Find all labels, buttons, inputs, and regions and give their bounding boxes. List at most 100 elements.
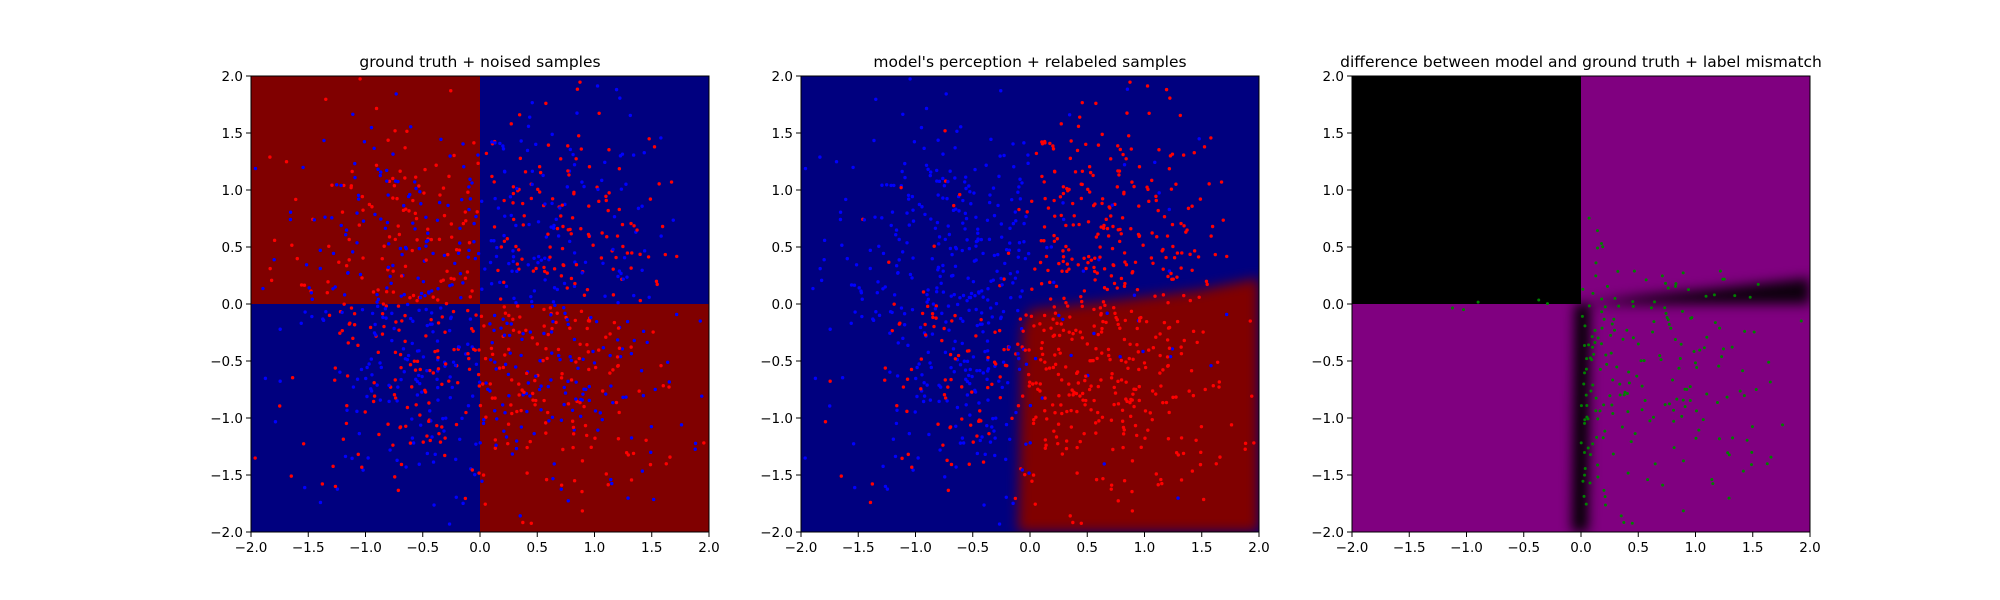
mismatch-point [1681,271,1685,275]
sample-point [1192,249,1197,253]
sample-point [1010,197,1014,202]
sample-point [637,389,641,393]
sample-point [441,278,445,282]
sample-point [1171,277,1175,281]
sample-point [331,464,335,469]
sample-point [844,197,848,202]
sample-point [474,214,478,219]
sample-point [454,495,458,500]
sample-point [941,263,945,268]
mismatch-point [1594,261,1598,265]
mismatch-point [1629,440,1633,444]
sample-point [978,322,983,326]
sample-point [617,207,621,212]
sample-point [924,163,929,167]
y-tick-label: 2.0 [222,69,243,85]
sample-point [611,400,615,405]
sample-point [449,222,454,226]
sample-point [497,366,502,370]
sample-point [489,238,493,243]
sample-point [1017,207,1021,212]
sample-point [551,476,555,481]
sample-point [1084,142,1088,147]
sample-point [1164,255,1168,260]
sample-point [413,211,418,216]
mismatch-point [1718,326,1722,330]
sample-point [334,183,339,187]
sample-point [503,362,508,367]
sample-point [349,185,353,190]
sample-point [880,216,884,220]
sample-point [868,266,872,271]
y-tick-label: −1.5 [1311,468,1344,484]
sample-point [476,161,480,166]
sample-point [604,335,608,339]
sample-point [536,220,541,224]
sample-point [943,378,947,382]
sample-point [1132,404,1136,409]
mismatch-point [1589,453,1593,457]
sample-point [895,408,899,412]
sample-point [464,410,468,415]
sample-point [956,353,961,358]
sample-point [514,300,518,305]
sample-point [448,375,452,379]
sample-point [470,289,474,293]
sample-point [1083,403,1087,407]
y-tick-label: 2.0 [1323,69,1344,85]
sample-point [454,457,458,462]
sample-point [578,80,582,84]
sample-point [340,210,345,214]
mismatch-point [1622,393,1626,397]
mismatch-point [1741,369,1745,373]
sample-point [945,458,949,463]
sample-point [1092,398,1096,403]
sample-point [665,360,670,364]
sample-point [1116,322,1120,327]
sample-point [562,305,566,310]
sample-point [396,385,400,389]
sample-point [530,100,534,105]
sample-point [552,267,557,271]
sample-point [857,286,861,290]
sample-point [654,279,659,284]
sample-point [1113,202,1117,207]
sample-point [1012,165,1016,169]
sample-point [506,441,510,446]
sample-point [931,315,935,320]
sample-point [390,311,394,316]
sample-point [481,421,486,426]
sample-point [546,332,550,337]
sample-point [436,367,441,371]
sample-point [1039,238,1043,243]
sample-point [1093,256,1097,260]
region-match [1352,76,1581,304]
sample-point [1145,84,1150,88]
sample-point [361,219,366,223]
mismatch-point [1644,278,1648,282]
mismatch-point [1649,306,1653,310]
sample-point [511,328,516,333]
sample-point [1129,309,1134,314]
mismatch-point [1652,300,1656,304]
sample-point [391,269,395,273]
sample-point [530,391,535,396]
panel-model-perception: model's perception + relabeled samples −… [760,53,1270,556]
sample-point [346,341,350,345]
sample-point [469,327,474,331]
sample-point [477,348,481,352]
sample-point [929,217,933,221]
sample-point [1155,235,1159,239]
sample-point [1171,244,1175,249]
sample-point [1137,384,1141,389]
sample-point [458,437,462,441]
sample-point [593,436,597,440]
sample-point [517,113,522,117]
sample-point [365,394,369,399]
sample-point [414,377,418,382]
sample-point [576,366,580,370]
sample-point [1109,376,1114,380]
sample-point [396,304,401,308]
sample-point [1169,271,1173,276]
sample-point [449,89,453,93]
